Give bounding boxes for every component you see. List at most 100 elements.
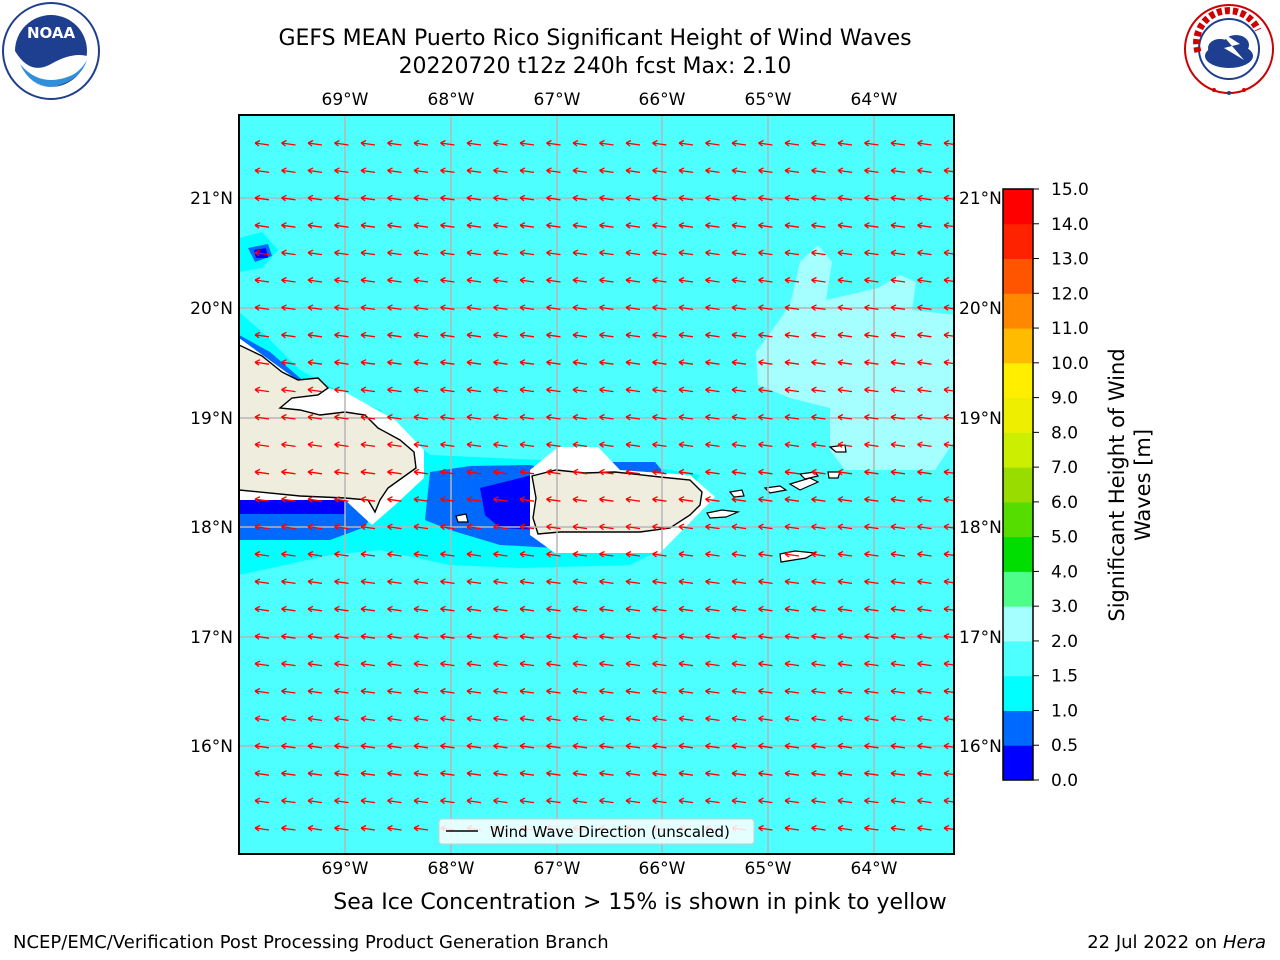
wave-direction-arrow: [413, 824, 429, 832]
wave-direction-arrow: [943, 687, 954, 695]
wave-direction-arrow: [387, 797, 402, 805]
wave-direction-arrow: [784, 276, 800, 284]
wave-direction-arrow: [281, 222, 296, 229]
wave-direction-arrow: [307, 359, 323, 366]
wave-direction-arrow: [413, 441, 429, 448]
wave-direction-arrow: [758, 222, 773, 229]
wave-direction-arrow: [572, 660, 588, 668]
wave-direction-arrow: [837, 167, 853, 174]
wave-direction-arrow: [546, 496, 561, 503]
wave-direction-arrow: [254, 413, 270, 421]
lon-label-top: 65°W: [745, 90, 792, 110]
wave-direction-arrow: [758, 441, 773, 448]
wave-direction-arrow: [731, 331, 747, 339]
wave-direction-arrow: [678, 578, 694, 585]
wave-direction-arrow: [387, 496, 402, 503]
wave-direction-arrow: [572, 687, 588, 695]
wave-direction-arrow: [281, 633, 296, 640]
lat-label-right: 18°N: [959, 518, 1002, 538]
wave-direction-arrow: [546, 523, 561, 531]
wave-direction-arrow: [572, 770, 588, 777]
wave-direction-arrow: [519, 276, 535, 284]
wave-direction-arrow: [387, 249, 402, 257]
wave-direction-arrow: [572, 194, 588, 202]
wave-direction-arrow: [307, 578, 323, 585]
wave-direction-arrow: [307, 770, 323, 777]
wave-direction-arrow: [307, 304, 323, 311]
wave-direction-arrow: [599, 359, 614, 366]
wave-direction-arrow: [546, 468, 561, 476]
wave-direction-arrow: [731, 249, 747, 257]
wave-direction-arrow: [731, 167, 747, 174]
wave-direction-arrow: [334, 633, 349, 640]
lat-label-left: 19°N: [190, 409, 233, 429]
wave-direction-arrow: [784, 222, 800, 229]
wave-direction-arrow: [254, 304, 270, 311]
wave-direction-arrow: [837, 605, 853, 613]
wave-direction-arrow: [864, 359, 879, 366]
wave-direction-arrow: [360, 468, 376, 476]
wave-direction-arrow: [864, 687, 879, 695]
wave-direction-arrow: [811, 605, 826, 613]
wave-direction-arrow: [334, 304, 349, 311]
wave-direction-arrow: [440, 797, 455, 805]
wave-direction-arrow: [599, 770, 614, 777]
wave-direction-arrow: [890, 167, 906, 174]
wave-direction-arrow: [625, 386, 641, 394]
wave-direction-arrow: [811, 222, 826, 229]
wave-direction-arrow: [731, 359, 747, 366]
wave-direction-arrow: [731, 523, 747, 531]
wave-direction-arrow: [493, 605, 508, 613]
wave-direction-arrow: [334, 386, 349, 394]
wave-direction-arrow: [440, 687, 455, 695]
wave-direction-arrow: [890, 276, 906, 284]
colorbar-tick-label: 14.0: [1051, 215, 1089, 235]
wave-direction-arrow: [652, 797, 667, 805]
wave-direction-arrow: [917, 139, 932, 147]
wave-direction-arrow: [360, 359, 376, 366]
wave-direction-arrow: [890, 496, 906, 503]
wave-direction-arrow: [678, 139, 694, 147]
wave-region-0-0.5m: [480, 475, 540, 530]
wave-direction-arrow: [758, 633, 773, 640]
wave-direction-arrow: [864, 304, 879, 311]
wave-direction-arrow: [546, 715, 561, 722]
wave-direction-arrow: [705, 578, 720, 585]
wave-direction-arrow: [652, 550, 667, 558]
wave-direction-arrow: [811, 797, 826, 805]
wave-direction-arrow: [413, 386, 429, 394]
wave-direction-arrow: [546, 633, 561, 640]
wave-direction-arrow: [784, 550, 800, 558]
wave-direction-arrow: [837, 742, 853, 750]
wave-direction-arrow: [678, 304, 694, 311]
wave-direction-arrow: [943, 222, 954, 229]
wave-direction-arrow: [360, 167, 376, 174]
wave-direction-arrow: [917, 386, 932, 394]
wave-direction-arrow: [281, 249, 296, 257]
wave-direction-arrow: [546, 249, 561, 257]
wave-direction-arrow: [466, 359, 482, 366]
wave-direction-arrow: [440, 359, 455, 366]
wave-direction-arrow: [890, 687, 906, 695]
wave-direction-arrow: [334, 441, 349, 448]
wave-direction-arrow: [864, 770, 879, 777]
wave-direction-arrow: [678, 742, 694, 750]
wave-direction-arrow: [758, 523, 773, 531]
wave-direction-arrow: [943, 523, 954, 531]
wave-direction-arrow: [572, 441, 588, 448]
wave-direction-arrow: [519, 222, 535, 229]
wave-direction-arrow: [572, 167, 588, 174]
wave-direction-arrow: [652, 496, 667, 503]
colorbar-swatch: [1003, 432, 1033, 468]
wave-direction-arrow: [334, 605, 349, 613]
wave-direction-arrow: [625, 660, 641, 668]
wave-direction-arrow: [519, 468, 535, 476]
wave-direction-arrow: [334, 578, 349, 585]
wave-direction-arrow: [678, 633, 694, 640]
wave-direction-arrow: [466, 413, 482, 421]
wave-direction-arrow: [546, 797, 561, 805]
wave-direction-arrow: [890, 139, 906, 147]
wave-direction-arrow: [519, 770, 535, 777]
wave-direction-arrow: [811, 413, 826, 421]
colorbar-tick-label: 9.0: [1051, 389, 1078, 409]
